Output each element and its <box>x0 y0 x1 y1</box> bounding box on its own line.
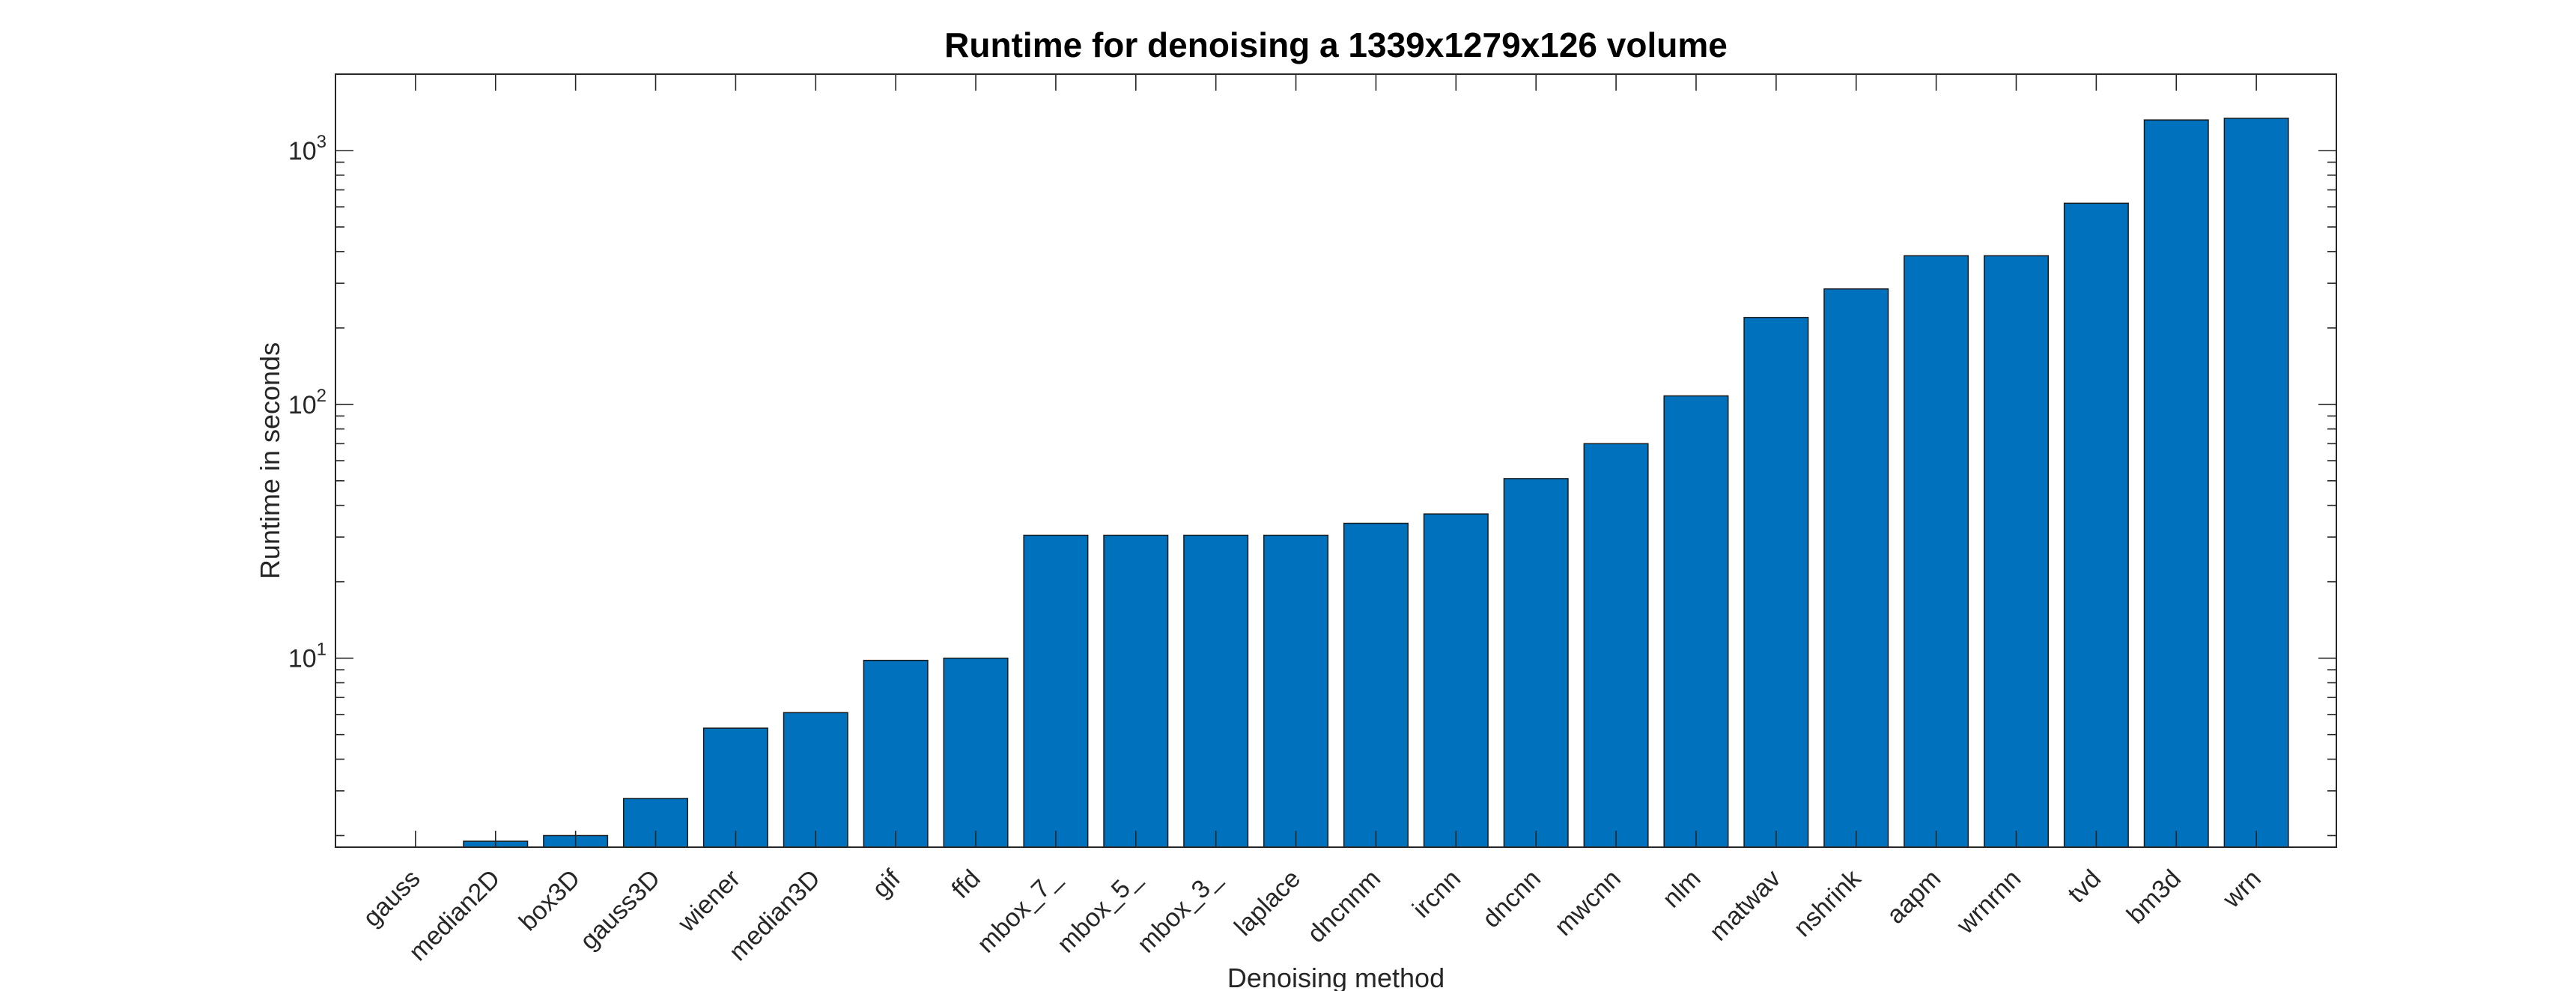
bar <box>1823 288 1889 848</box>
axes-box <box>335 73 2337 848</box>
bar <box>783 712 848 848</box>
bar <box>1183 534 1249 848</box>
bar <box>1904 255 1969 848</box>
bar <box>2063 202 2129 848</box>
bar <box>1343 522 1409 848</box>
bar <box>702 727 768 848</box>
bar <box>863 659 929 848</box>
bar <box>2143 119 2209 848</box>
bar <box>1263 534 1329 848</box>
bar <box>1663 395 1729 848</box>
bar <box>1983 255 2049 848</box>
y-tick-label: 102 <box>288 386 326 419</box>
bar <box>1743 317 1809 848</box>
bar <box>1423 513 1489 848</box>
bar <box>943 657 1009 848</box>
y-axis-label: Runtime in seconds <box>255 342 285 579</box>
bar <box>1023 534 1089 848</box>
chart-title: Runtime for denoising a 1339x1279x126 vo… <box>944 25 1728 64</box>
bar <box>1503 478 1569 848</box>
x-axis-label: Denoising method <box>1227 963 1445 991</box>
bar <box>1103 534 1169 848</box>
bar <box>2223 118 2289 848</box>
bar <box>1583 443 1649 848</box>
